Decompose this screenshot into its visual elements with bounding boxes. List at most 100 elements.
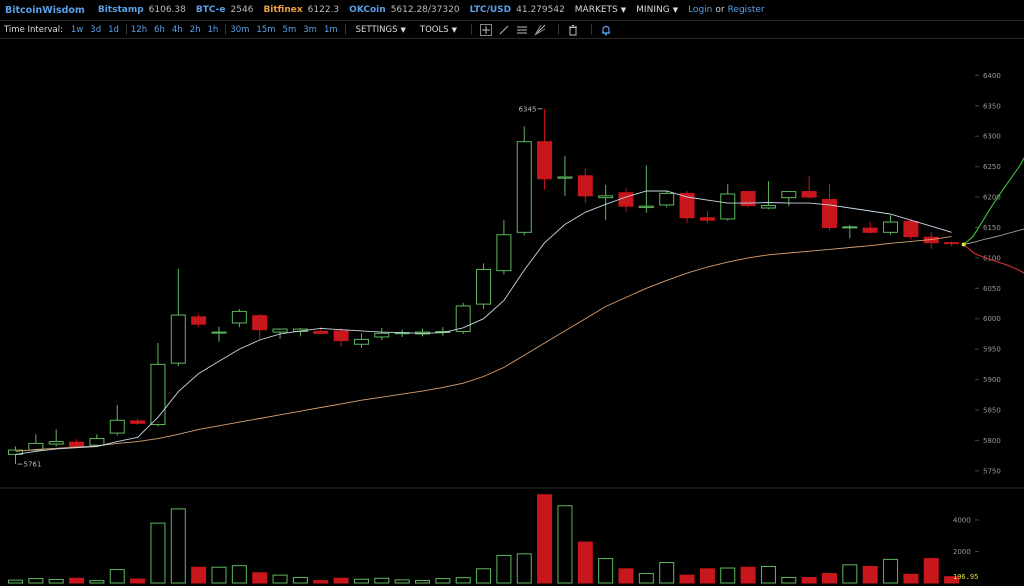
exchange-name: Bitfinex	[263, 5, 303, 15]
interval-1m[interactable]: 1m	[323, 24, 338, 35]
candle-body-up	[842, 226, 858, 229]
interval-3d[interactable]: 3d	[90, 24, 102, 35]
volume-axis: 4000 2000	[953, 516, 979, 556]
high-price-label: 6345	[519, 105, 537, 113]
interval-12h[interactable]: 12h	[130, 24, 148, 35]
volume-bar-down	[252, 572, 268, 584]
interval-5m[interactable]: 5m	[282, 24, 297, 35]
price-tick-label: 6300	[983, 133, 1001, 141]
price-tick-label: 6000	[983, 315, 1001, 323]
interval-1h[interactable]: 1h	[207, 24, 219, 35]
top-bar: BitcoinWisdom Bitstamp 6106.38 BTC-e 2546 …	[0, 0, 1024, 21]
interval-4h[interactable]: 4h	[171, 24, 183, 35]
candle-body-up	[374, 332, 390, 338]
volume-bar-down	[618, 568, 634, 584]
register-link[interactable]: Register	[727, 5, 765, 15]
exchange-name: LTC/USD	[469, 5, 512, 15]
line-tool-icon[interactable]	[496, 23, 512, 37]
volume-bar-down	[577, 541, 593, 584]
exchange-name: OKCoin	[349, 5, 386, 15]
volume-bar-up	[720, 567, 736, 584]
trash-icon[interactable]	[565, 23, 581, 37]
low-price-label: 5761	[24, 461, 42, 469]
exchange-price: 41.279542	[516, 5, 565, 15]
candle-body-down	[801, 191, 817, 198]
price-tick-label: 6250	[983, 163, 1001, 171]
candle-body-up	[272, 328, 288, 333]
volume-bar-up	[781, 576, 797, 584]
candle-body-down	[537, 141, 553, 180]
interval-1w[interactable]: 1w	[70, 24, 84, 35]
interval-3m[interactable]: 3m	[303, 24, 317, 35]
chevron-down-icon: ▼	[620, 6, 627, 14]
price-tick-label: 5850	[983, 406, 1001, 414]
divider	[344, 24, 346, 35]
interval-15m[interactable]: 15m	[256, 24, 276, 35]
exchange-price: 6106.38	[148, 5, 186, 15]
price-tick-label: 5800	[983, 437, 1001, 445]
candle-body-down	[862, 227, 878, 233]
ma-slow-line	[15, 236, 952, 452]
exchange-bitstamp[interactable]: Bitstamp 6106.38	[98, 5, 186, 15]
volume-bar-down	[333, 577, 349, 584]
interval-1d[interactable]: 1d	[108, 24, 119, 35]
volume-tick-label: 2000	[953, 548, 971, 556]
crosshair-icon[interactable]	[478, 23, 494, 37]
markets-menu[interactable]: MARKETS ▼	[575, 5, 626, 15]
exchange-btce[interactable]: BTC-e 2546	[196, 5, 254, 15]
candle-body-down	[944, 242, 960, 245]
candle-body-down	[130, 420, 146, 424]
brand-logo[interactable]: BitcoinWisdom	[5, 4, 85, 16]
candle-body-up	[170, 314, 186, 364]
volume-bar-up	[28, 578, 44, 584]
volume-bar-up	[292, 576, 308, 584]
interval-2h[interactable]: 2h	[189, 24, 201, 35]
candle-body-up	[89, 438, 105, 446]
price-tick-label: 5950	[983, 346, 1001, 354]
candle-body-down	[618, 192, 634, 207]
candle-body-down	[699, 217, 715, 221]
volume-bar-up	[842, 564, 858, 584]
current-volume-label: 196.95	[953, 573, 978, 581]
candle-body-up	[598, 195, 614, 199]
volume-bar-down	[822, 573, 837, 584]
volume-bar-down	[313, 580, 329, 584]
volume-bar-up	[557, 505, 573, 584]
interval-30m[interactable]: 30m	[230, 24, 250, 35]
volume-bar-down	[903, 573, 919, 584]
interval-6h[interactable]: 6h	[154, 24, 165, 35]
candle-body-up	[557, 176, 573, 179]
fib-tool-icon[interactable]	[532, 23, 548, 37]
price-tick-label: 5750	[983, 467, 1001, 475]
candle-body-up	[638, 205, 654, 208]
volume-bar-up	[109, 569, 125, 584]
tools-label: TOOLS	[419, 24, 449, 35]
exchange-ltcusd[interactable]: LTC/USD 41.279542	[470, 5, 565, 15]
login-link[interactable]: Login	[688, 5, 713, 15]
volume-bar-up	[516, 553, 532, 584]
mining-menu[interactable]: MINING ▼	[636, 5, 678, 15]
settings-label: SETTINGS	[355, 24, 398, 35]
price-chart[interactable]: 6400 6350 6300 6250 6200 6150 6100 6050 6000 5950…	[0, 38, 1024, 586]
volume-bar-up	[211, 566, 227, 584]
divider	[558, 24, 559, 35]
exchange-price: 5612.28/37320	[390, 5, 460, 15]
chevron-down-icon: ▼	[672, 6, 679, 14]
horizontal-lines-icon[interactable]	[514, 23, 530, 37]
volume-bar-up	[353, 578, 369, 584]
settings-menu[interactable]: SETTINGS ▼	[356, 25, 406, 35]
candle-body-up	[659, 192, 675, 206]
bell-icon[interactable]	[598, 23, 614, 37]
exchange-bitfinex[interactable]: Bitfinex 6122.3	[263, 5, 339, 15]
projection-mid-line	[963, 228, 1024, 245]
candle-body-down	[252, 315, 268, 331]
volume-bar-down	[69, 577, 85, 584]
tools-menu[interactable]: TOOLS ▼	[420, 25, 457, 35]
candle-body-down	[740, 191, 756, 207]
volume-bar-up	[476, 568, 492, 584]
price-axis: 6400 6350 6300 6250 6200 6150 6100 6050 6000 5950…	[975, 72, 1001, 475]
candle-body-down	[903, 220, 919, 238]
volume-bar-up	[496, 554, 512, 584]
volume-bar-up	[48, 579, 64, 584]
exchange-okcoin[interactable]: OKCoin 5612.28/37320	[349, 5, 459, 15]
